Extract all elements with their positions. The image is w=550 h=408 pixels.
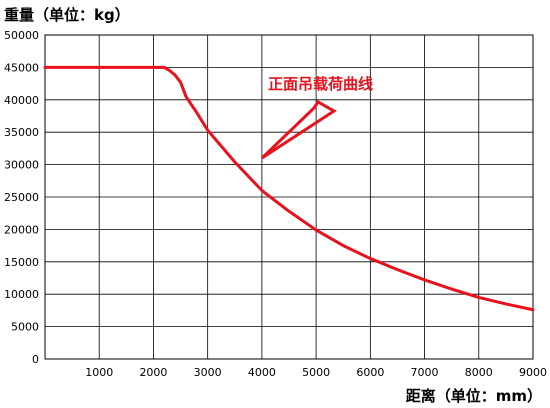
y-tick-label: 50000 [4, 29, 39, 42]
y-axis-label: 重量（单位：kg） [4, 6, 130, 24]
x-tick-label: 1000 [85, 366, 113, 379]
y-tick-label: 25000 [4, 191, 39, 204]
x-tick-label: 5000 [302, 366, 330, 379]
x-tick-label: 7000 [411, 366, 439, 379]
x-tick-label: 6000 [356, 366, 384, 379]
y-tick-label: 10000 [4, 288, 39, 301]
series-line [43, 65, 535, 312]
annotation-label: 正面吊载荷曲线 [268, 75, 373, 93]
annotation-arrow [260, 100, 337, 160]
x-tick-label: 8000 [465, 366, 493, 379]
y-tick-label: 45000 [4, 61, 39, 74]
x-tick-label: 2000 [139, 366, 167, 379]
y-tick-label: 15000 [4, 256, 39, 269]
x-tick-label: 3000 [194, 366, 222, 379]
y-tick-label: 0 [32, 353, 39, 366]
y-tick-label: 20000 [4, 223, 39, 236]
x-tick-label: 4000 [248, 366, 276, 379]
y-tick-label: 30000 [4, 159, 39, 172]
x-axis-label: 距离（单位：mm） [405, 387, 542, 405]
y-tick-label: 40000 [4, 94, 39, 107]
y-tick-label: 35000 [4, 126, 39, 139]
x-tick-label: 9000 [519, 366, 547, 379]
y-tick-label: 5000 [11, 321, 39, 334]
